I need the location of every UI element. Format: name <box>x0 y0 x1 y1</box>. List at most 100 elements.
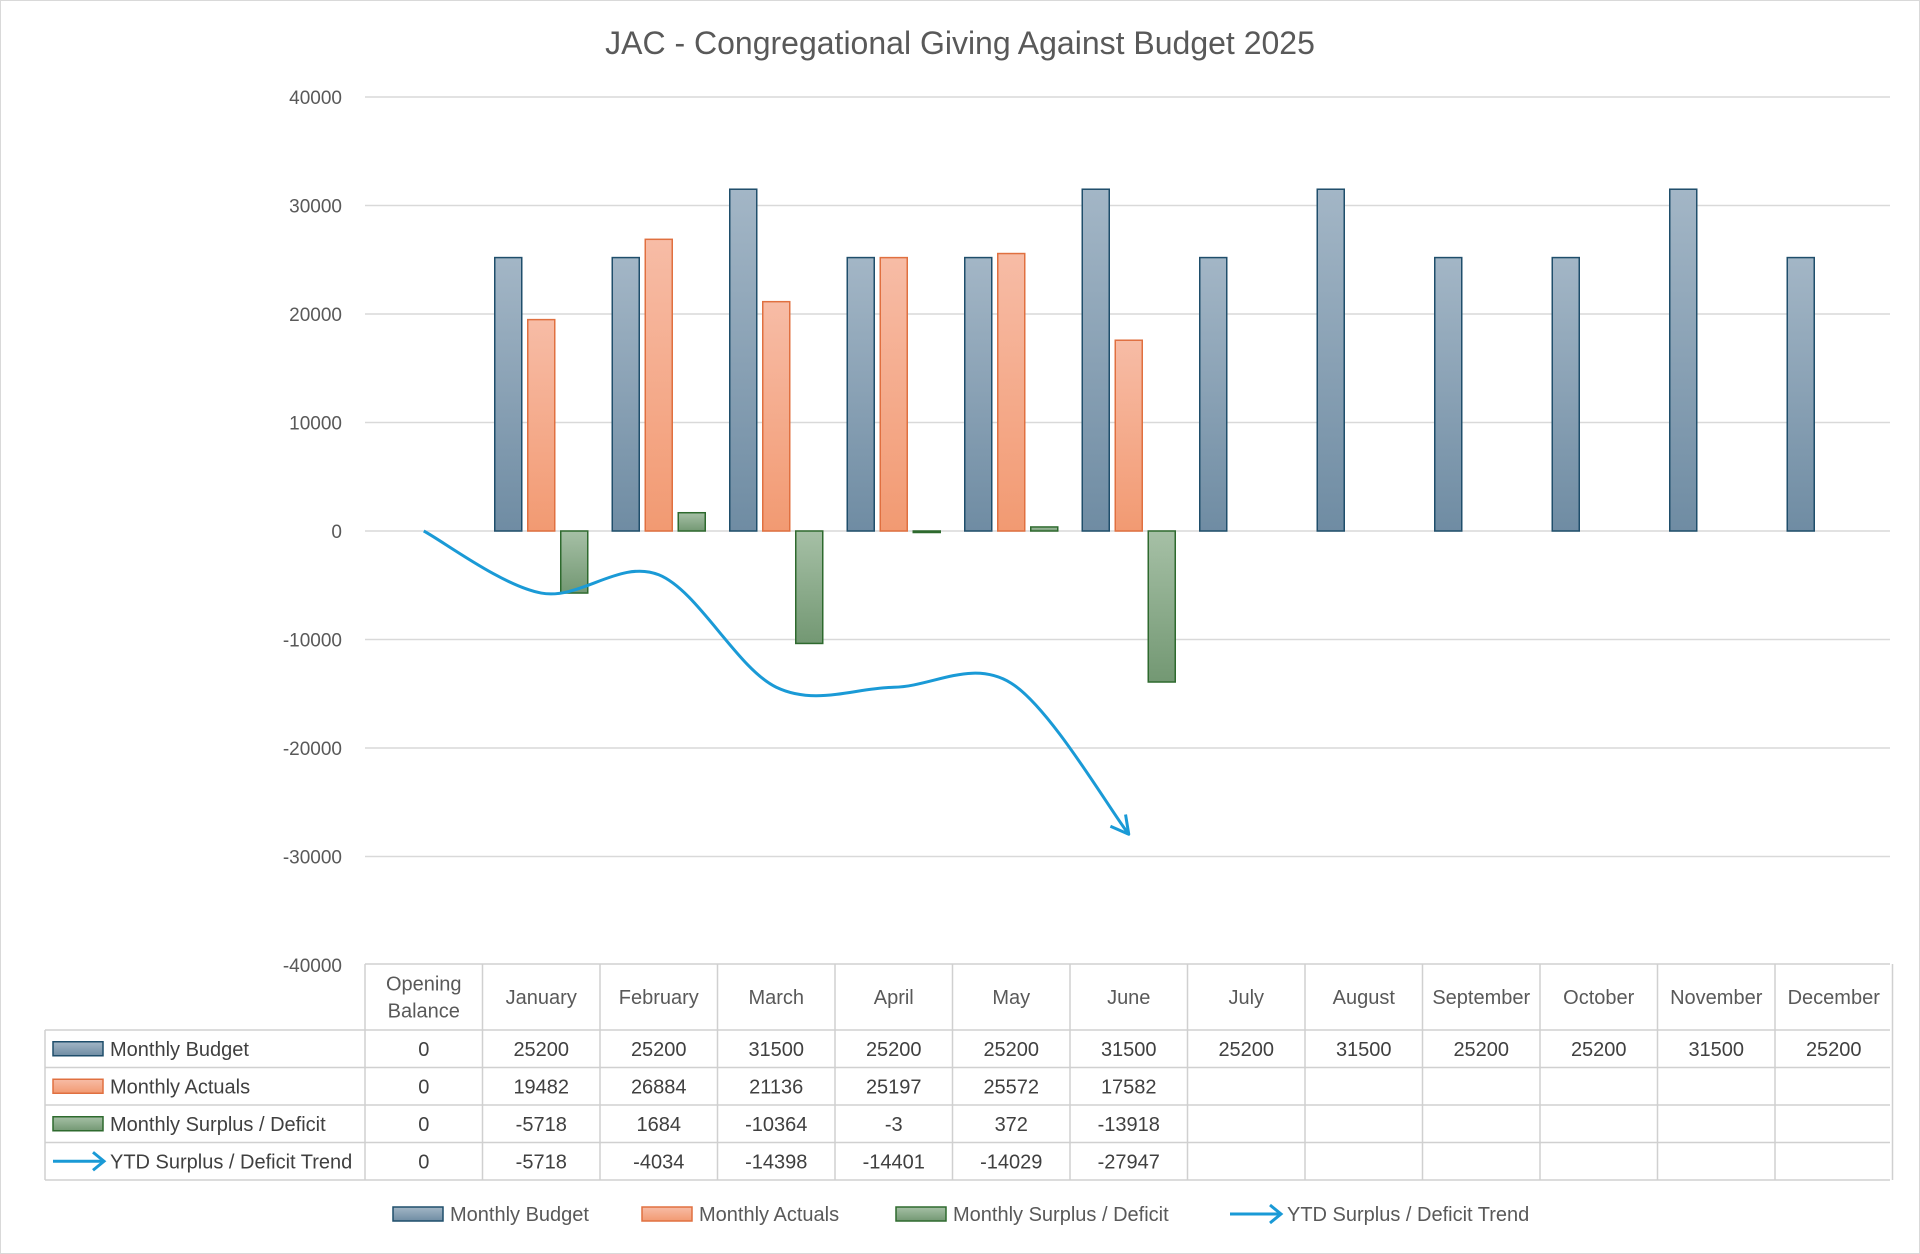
table-cell-1-5: 25572 <box>983 1076 1039 1098</box>
table-header-10: October <box>1563 987 1634 1009</box>
legend-label-3: YTD Surplus / Deficit Trend <box>1287 1204 1529 1226</box>
bars <box>494 188 1815 683</box>
y-tick-label: 30000 <box>289 197 342 218</box>
bar-2-5 <box>1030 526 1059 532</box>
trend-line <box>423 529 1131 836</box>
table-cell-0-12: 25200 <box>1806 1039 1862 1061</box>
table-cell-2-4: -3 <box>885 1114 903 1136</box>
table-header-9: September <box>1432 987 1530 1009</box>
bar-1-1 <box>527 318 556 532</box>
bar-0-8 <box>1316 188 1345 532</box>
legend-label-1: Monthly Actuals <box>699 1204 839 1226</box>
table-row-label-0: Monthly Budget <box>110 1039 249 1061</box>
table-cell-3-1: -5718 <box>516 1151 567 1173</box>
table-cell-0-5: 25200 <box>983 1039 1039 1061</box>
bar-2-4 <box>912 530 941 534</box>
table-cell-0-0: 0 <box>418 1039 429 1061</box>
y-tick-label: -10000 <box>283 631 342 652</box>
bar-2-2 <box>677 511 706 532</box>
table-cell-3-4: -14401 <box>863 1151 925 1173</box>
y-tick-label: -20000 <box>283 739 342 760</box>
bar-0-10 <box>1551 256 1580 532</box>
y-axis: 40000 30000 20000 10000 0 -10000 -20000 -30000 -… <box>283 88 342 977</box>
bar-0-12 <box>1786 256 1815 532</box>
table-cell-2-0: 0 <box>418 1114 429 1136</box>
table-cell-0-9: 25200 <box>1453 1039 1509 1061</box>
table-header-12: December <box>1788 987 1881 1009</box>
table-key-0 <box>52 1041 104 1057</box>
table-cell-3-3: -14398 <box>745 1151 807 1173</box>
table-cell-0-1: 25200 <box>513 1039 569 1061</box>
y-tick-label: 0 <box>331 522 342 543</box>
bar-0-2 <box>611 256 640 532</box>
y-tick-label: 40000 <box>289 88 342 109</box>
table-cell-1-3: 21136 <box>749 1076 803 1098</box>
table-cell-0-3: 31500 <box>748 1039 804 1061</box>
bar-0-3 <box>729 188 758 532</box>
legend-label-0: Monthly Budget <box>450 1204 589 1226</box>
legend-key-2 <box>895 1206 947 1222</box>
legend-key-3-arrow <box>1269 1203 1284 1225</box>
table-header-11: November <box>1670 987 1763 1009</box>
bar-0-11 <box>1669 188 1698 532</box>
trend-curve <box>423 529 1130 836</box>
bar-1-5 <box>997 252 1026 532</box>
table-cell-2-5: 372 <box>995 1114 1028 1136</box>
table-cell-3-0: 0 <box>418 1151 429 1173</box>
data-table: Opening Balance January February March April M… <box>44 963 1894 1181</box>
bar-2-1 <box>560 530 589 594</box>
table-header-0: Opening <box>386 974 462 996</box>
table-header-0: Balance <box>388 1001 460 1023</box>
table-cell-1-4: 25197 <box>866 1076 922 1098</box>
table-cell-3-2: -4034 <box>633 1151 684 1173</box>
table-cell-1-0: 0 <box>418 1076 429 1098</box>
bar-1-2 <box>644 238 673 532</box>
table-cell-2-3: -10364 <box>745 1114 807 1136</box>
legend-key-1 <box>641 1206 693 1222</box>
table-key-2 <box>52 1116 104 1132</box>
table-cell-3-6: -27947 <box>1098 1151 1160 1173</box>
table-header-8: August <box>1333 987 1396 1009</box>
bar-2-6 <box>1147 530 1176 683</box>
table-cell-0-6: 31500 <box>1101 1039 1157 1061</box>
table-header-1: January <box>506 987 577 1009</box>
table-cell-1-6: 17582 <box>1101 1076 1157 1098</box>
table-cell-3-5: -14029 <box>980 1151 1042 1173</box>
trend-arrowhead <box>1109 814 1131 836</box>
table-cell-2-2: 1684 <box>637 1114 682 1136</box>
bar-2-3 <box>795 530 824 645</box>
table-key-3-arrow <box>92 1151 107 1172</box>
bar-0-9 <box>1434 256 1463 532</box>
bar-0-5 <box>964 256 993 532</box>
y-tick-label: 10000 <box>289 414 342 435</box>
table-header-3: March <box>748 987 804 1009</box>
legend-key-0 <box>392 1206 444 1222</box>
table-header-2: February <box>619 987 699 1009</box>
table-key-1 <box>52 1078 104 1094</box>
table-row-label-3: YTD Surplus / Deficit Trend <box>110 1151 352 1173</box>
table-cell-0-4: 25200 <box>866 1039 922 1061</box>
legend: Monthly Budget Monthly Actuals Monthly Sur… <box>392 1203 1529 1226</box>
chart-title: JAC - Congregational Giving Against Budg… <box>605 25 1315 61</box>
table-cell-0-7: 25200 <box>1218 1039 1274 1061</box>
table-header-7: July <box>1228 987 1264 1009</box>
table-cell-0-11: 31500 <box>1688 1039 1744 1061</box>
table-cell-0-10: 25200 <box>1571 1039 1627 1061</box>
bar-1-3 <box>762 300 791 532</box>
bar-0-4 <box>846 256 875 532</box>
table-cell-1-1: 19482 <box>513 1076 569 1098</box>
bar-0-1 <box>494 256 523 532</box>
bar-1-4 <box>879 256 908 532</box>
table-row-label-1: Monthly Actuals <box>110 1076 250 1098</box>
table-header-5: May <box>992 987 1030 1009</box>
table-row-label-2: Monthly Surplus / Deficit <box>110 1114 326 1136</box>
legend-label-2: Monthly Surplus / Deficit <box>953 1204 1169 1226</box>
bar-0-6 <box>1081 188 1110 532</box>
bar-0-7 <box>1199 256 1228 532</box>
table-cell-2-6: -13918 <box>1098 1114 1160 1136</box>
table-cell-0-8: 31500 <box>1336 1039 1392 1061</box>
table-cell-1-2: 26884 <box>631 1076 687 1098</box>
y-tick-label: 20000 <box>289 305 342 326</box>
y-tick-label: -30000 <box>283 848 342 869</box>
